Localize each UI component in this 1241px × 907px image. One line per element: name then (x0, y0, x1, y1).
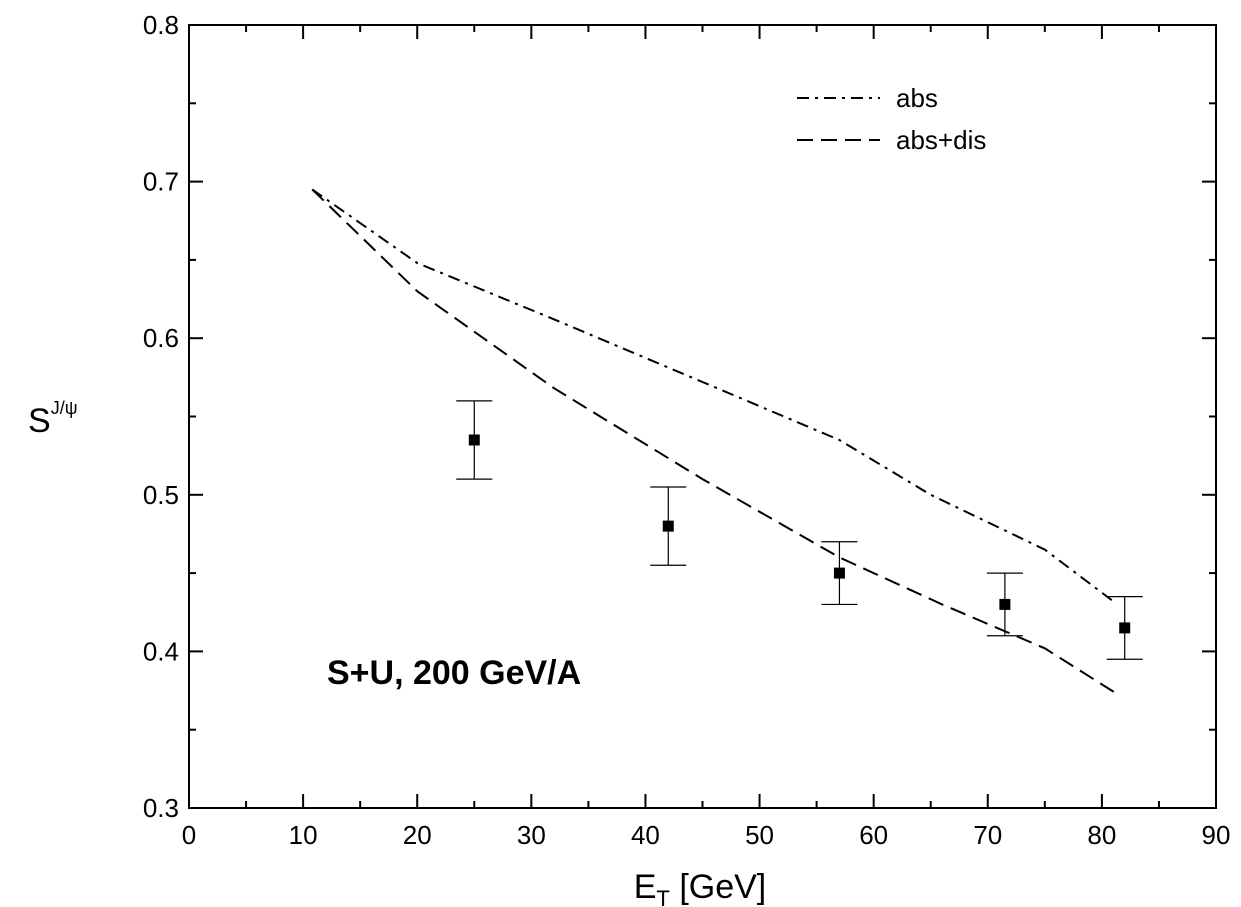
x-axis-title-subscript: T (656, 886, 669, 907)
data-point-marker (999, 599, 1010, 610)
x-tick-label: 0 (182, 820, 196, 850)
x-tick-label: 10 (289, 820, 318, 850)
series-line-abs-dis (312, 189, 1119, 695)
y-tick-label: 0.4 (143, 636, 179, 666)
y-axis-title: SJ/ψ (28, 398, 78, 440)
y-tick-label: 0.3 (143, 793, 179, 823)
x-tick-label: 30 (517, 820, 546, 850)
y-tick-label: 0.8 (143, 10, 179, 40)
data-markers (456, 401, 1142, 659)
chart-annotation: S+U, 200 GeV/A (327, 654, 581, 692)
x-tick-label: 80 (1087, 820, 1116, 850)
y-tick-label: 0.6 (143, 323, 179, 353)
x-axis-title-rest: [GeV] (670, 868, 766, 906)
y-axis-title-superscript: J/ψ (51, 398, 78, 418)
legend-label-abs-dis: abs+dis (896, 125, 986, 155)
x-tick-label: 20 (403, 820, 432, 850)
data-point-marker (834, 568, 845, 579)
data-point-marker (663, 521, 674, 532)
y-tick-label: 0.5 (143, 480, 179, 510)
data-point-marker (469, 434, 480, 445)
x-axis-title-main: E (634, 868, 657, 906)
x-tick-label: 60 (859, 820, 888, 850)
series-line-abs (312, 189, 1113, 601)
x-axis-title: ET [GeV] (634, 868, 767, 907)
legend: abs abs+dis (797, 83, 986, 155)
axis-tick-labels: 0 10 20 30 40 50 60 70 80 90 0.3 0.4 0.5 0.6 0.7 0.8 (143, 10, 1231, 850)
x-tick-label: 50 (745, 820, 774, 850)
series-lines (312, 189, 1119, 695)
x-tick-label: 40 (631, 820, 660, 850)
y-tick-label: 0.7 (143, 167, 179, 197)
x-tick-label: 70 (973, 820, 1002, 850)
legend-label-abs: abs (896, 83, 938, 113)
x-tick-label: 90 (1202, 820, 1231, 850)
data-point-marker (1119, 622, 1130, 633)
y-axis-title-main: S (28, 402, 51, 440)
